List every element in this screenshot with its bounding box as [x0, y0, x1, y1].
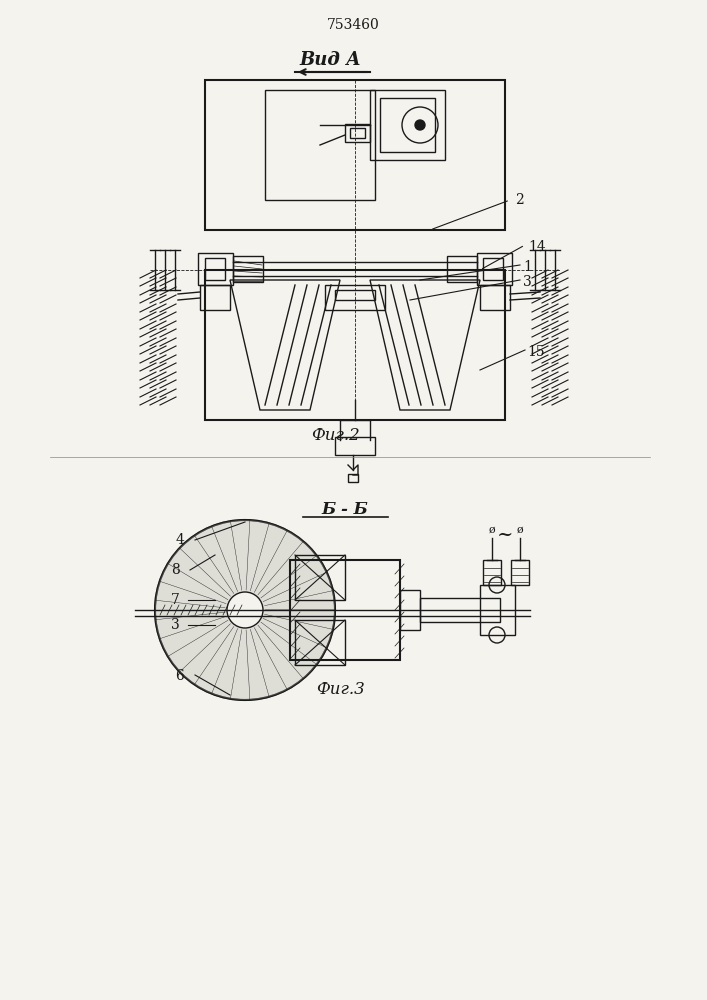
Bar	[480, 585, 515, 635]
Bar	[477, 253, 512, 285]
Text: 15: 15	[527, 345, 544, 359]
Text: Вид А: Вид А	[299, 51, 361, 69]
Bar	[200, 285, 230, 310]
Bar	[290, 560, 400, 660]
Text: Фиг.2: Фиг.2	[310, 426, 359, 444]
Bar	[198, 253, 233, 285]
Bar	[348, 474, 358, 482]
Bar	[380, 98, 435, 152]
Bar	[295, 620, 345, 665]
Text: 7: 7	[170, 593, 180, 607]
Text: 8: 8	[172, 563, 180, 577]
Bar	[370, 90, 445, 160]
Text: ~: ~	[497, 526, 513, 544]
Text: 753460: 753460	[327, 18, 380, 32]
Circle shape	[155, 520, 335, 700]
Text: 2: 2	[515, 193, 524, 207]
Bar	[480, 285, 510, 310]
Bar	[483, 258, 503, 280]
Text: 14: 14	[528, 240, 546, 254]
Text: 1: 1	[523, 260, 532, 274]
Text: 6: 6	[175, 669, 185, 683]
Bar	[325, 285, 385, 310]
Text: 3: 3	[170, 618, 180, 632]
Text: Б - Б: Б - Б	[322, 502, 368, 518]
Text: 3: 3	[523, 275, 532, 289]
Bar	[483, 560, 501, 585]
Bar	[233, 256, 263, 282]
Bar	[335, 437, 375, 455]
Text: 4: 4	[175, 533, 185, 547]
Bar	[265, 90, 375, 200]
Text: ø: ø	[489, 525, 496, 535]
Bar	[400, 590, 420, 630]
Bar	[335, 290, 375, 300]
Bar	[350, 128, 365, 138]
Bar	[205, 270, 505, 420]
Bar	[205, 80, 505, 230]
Bar	[511, 560, 529, 585]
Bar	[420, 598, 500, 622]
Bar	[447, 256, 477, 282]
Text: ø: ø	[517, 525, 523, 535]
Circle shape	[415, 120, 425, 130]
Bar	[345, 124, 370, 142]
Bar	[295, 555, 345, 600]
Bar	[205, 258, 225, 280]
Circle shape	[227, 592, 263, 628]
Text: Фиг.3: Фиг.3	[315, 682, 364, 698]
